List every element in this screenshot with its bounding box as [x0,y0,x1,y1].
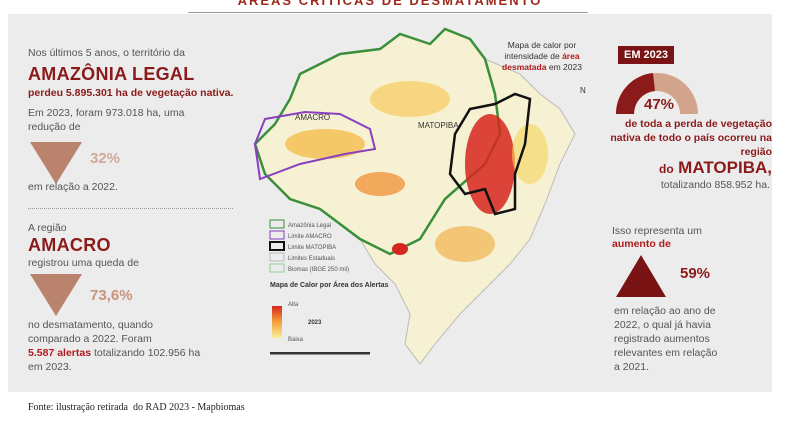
increase-percent: 59% [680,265,711,282]
triangle [30,142,82,184]
map-callout: Mapa de calor por intensidade de área de… [492,40,592,73]
triangle [616,255,666,297]
amacro-percent: 73,6% [90,287,133,304]
up-triangle [616,255,666,297]
matopiba-outline [448,92,532,216]
amazonia-loss: perdeu 5.895.301 ha de vegetação nativa. [28,87,234,99]
legend-swatch [269,230,285,240]
amacro-outline [253,110,377,181]
amacro-alerts-text: 5.587 alertas totalizando 102.956 ha em … [28,346,208,374]
heat-high: Alta [288,302,299,308]
legend-swatch [269,263,285,273]
heat-spot [512,124,548,184]
amacro-region: AMACRO [28,235,111,255]
legend-swatch [269,252,285,262]
heat-spot [435,226,495,262]
amacro-after: no desmatamento, quando comparado a 2022… [28,319,153,345]
amazonia-after: em relação a 2022. [28,181,118,193]
callout-text: Mapa de calor por intensidade de [504,40,577,61]
callout-highlight: área desmatada [502,51,580,72]
amacro-label: AMACRO [295,113,330,122]
footer: Fonte: ilustração retirada do RAD 2023 -… [28,402,245,413]
right-after: em relação ao ano de 2022, o qual já hav… [614,305,718,373]
legend-label: Biomas (IBGE 250 mil) [288,267,349,273]
heat-year: 2023 [308,320,322,326]
right-text: de toda a perda de vegetação nativa de t… [610,118,772,158]
half-donut [615,73,698,114]
heat-scale [272,306,282,338]
heat-spot [370,81,450,117]
callout-text: em 2023 [548,62,582,72]
title-rule [188,12,588,13]
donut-share [615,73,655,114]
legend-swatch [269,241,285,251]
legend-label: Amazônia Legal [288,223,331,229]
amazonia-percent: 32% [90,150,121,167]
divider [28,208,233,209]
right-intro: Isso representa um [612,225,702,237]
heat-spot [392,243,408,255]
scale-bar [270,352,370,355]
right-region: MATOPIBA, [678,158,772,177]
badge: EM 2023 [618,46,675,64]
legend-label: Limite AMACRO [288,234,332,240]
legend-swatch [269,219,285,229]
right-total: totalizando 858.952 ha. [660,179,770,191]
triangle [30,274,82,316]
right-increase: aumento de [612,238,671,250]
map: AMACRO MATOPIBA N Amazônia Legal Limite … [253,27,586,365]
heat [285,81,548,262]
brazil-shape [254,28,576,365]
legend-label: Limite MATOPIBA [288,245,336,251]
amazonia-region: AMAZÔNIA LEGAL [28,64,195,84]
heat-spot [465,114,515,214]
down-triangle [30,142,82,184]
amazonia-legal-outline [253,27,502,256]
heat-spot [285,129,365,159]
down-triangle [30,274,82,316]
legend: Amazônia Legal Limite AMACRO Limite MATO… [269,219,388,355]
right-percent: 47% [643,96,675,113]
title: ÁREAS CRÍTICAS DE DESMATAMENTO [237,0,543,8]
right-region-line: do MATOPIBA, [610,158,772,178]
amacro-text: registrou uma queda de [28,257,139,269]
legend-label: Limites Estaduais [288,256,335,262]
amazonia-intro: Nos últimos 5 anos, o território da [28,47,185,59]
amacro-intro: A região [28,222,67,234]
north-label: N [580,86,586,95]
matopiba-label: MATOPIBA [418,121,459,130]
amacro-alerts: 5.587 alertas [28,347,92,359]
amazonia-text: Em 2023, foram 973.018 ha, uma redução d… [28,107,185,133]
heat-spot [355,172,405,196]
amacro-total: totalizando 102.956 ha em 2023. [28,347,201,373]
region-prefix: do [659,162,674,176]
heat-legend-title: Mapa de Calor por Área dos Alertas [270,280,388,289]
heat-low: Baixa [288,337,304,343]
